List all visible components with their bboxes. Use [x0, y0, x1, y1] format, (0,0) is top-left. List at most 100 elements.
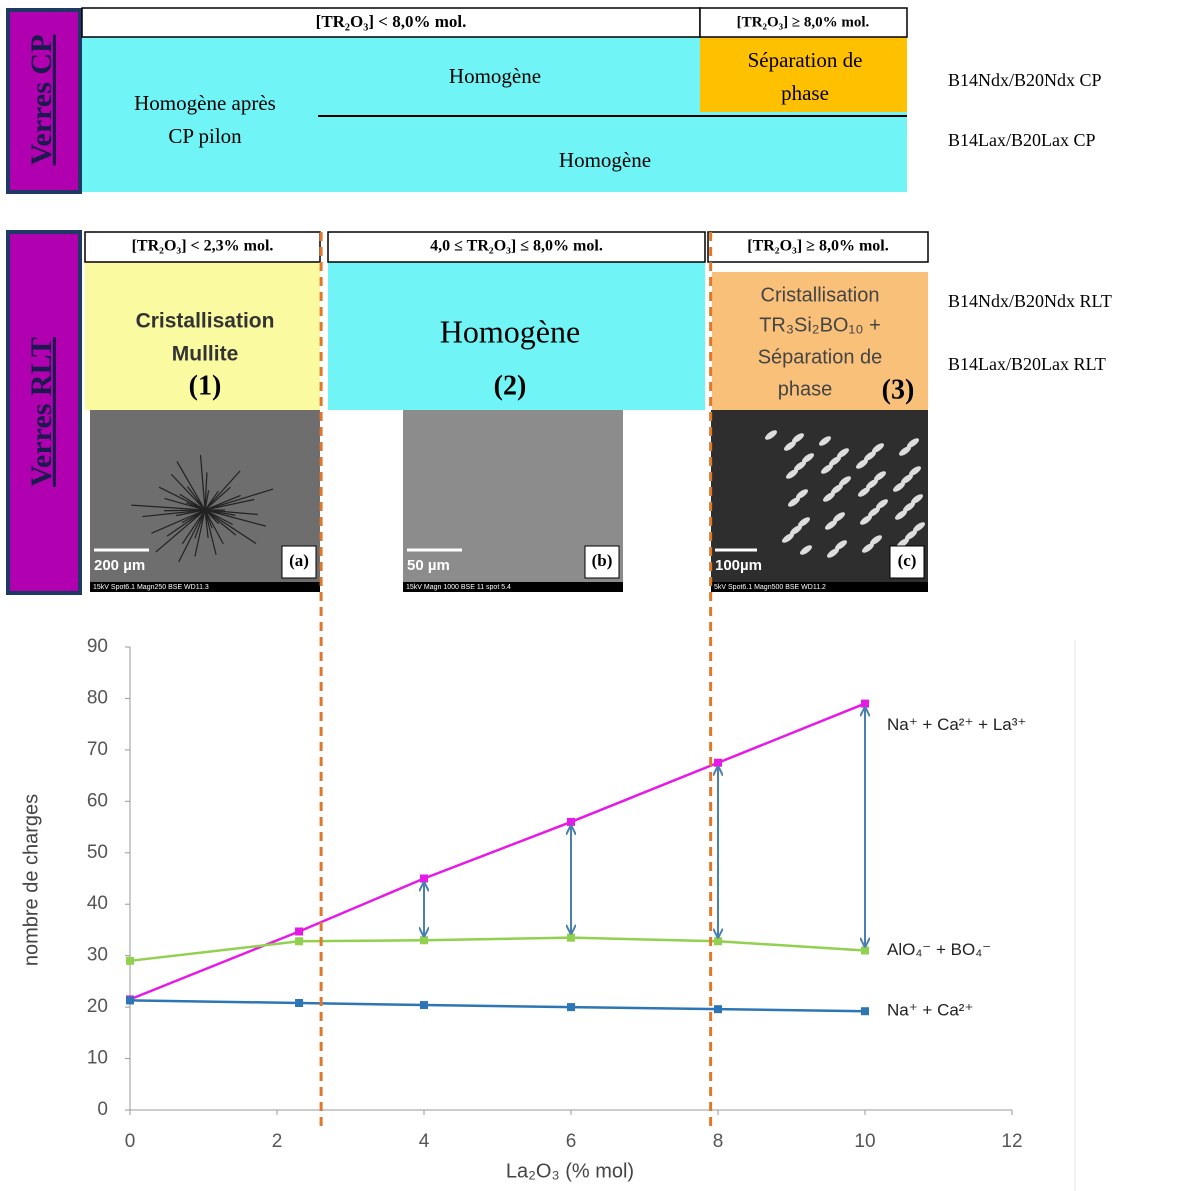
phase-blob [911, 494, 923, 504]
point [567, 1003, 575, 1012]
phase-blob [897, 538, 909, 548]
zone-text: Homogène [440, 313, 580, 349]
phase-blob [907, 438, 919, 448]
crystal [181, 509, 206, 545]
point [567, 933, 575, 942]
legend-text: B14Ndx/B20Ndx CP [948, 70, 1102, 90]
point [861, 1007, 869, 1016]
crystal [199, 454, 206, 511]
legend-text: B14Lax/B20Lax CP [948, 130, 1096, 150]
footer-strip [90, 582, 320, 592]
series-line [129, 999, 866, 1013]
phase-blob [874, 471, 886, 481]
footer-strip [711, 582, 928, 592]
crystal [204, 509, 220, 525]
phase-blob [866, 479, 878, 489]
phase-blob [858, 487, 870, 497]
series-line [129, 702, 866, 1001]
point [861, 699, 869, 708]
crystal [204, 509, 209, 538]
phase-blob [895, 510, 907, 520]
zone-text: TR₃Si₂BO₁₀ + [759, 314, 881, 336]
phase-blob [837, 448, 849, 458]
micrograph-footer: 15kV Magn 1000 BSE 11 spot 5.4 [406, 584, 511, 591]
zone-text: Mullite [172, 343, 239, 366]
y-tick-label: 50 [87, 842, 108, 863]
y-tick-label: 0 [97, 1099, 108, 1120]
series-label: Na⁺ + Ca²⁺ + La³⁺ [887, 715, 1026, 734]
crystal [204, 498, 255, 511]
y-tick-label: 20 [87, 996, 108, 1017]
crystal [170, 473, 206, 511]
zone-text: phase [778, 378, 833, 400]
point [567, 817, 575, 826]
crystal [204, 490, 210, 511]
phase-blob [839, 476, 851, 486]
series-label: AlO₄⁻ + BO₄⁻ [887, 940, 991, 959]
phase-blob [792, 433, 804, 443]
zone-text: Homogène [449, 64, 541, 88]
crystal [204, 509, 217, 555]
point [420, 1001, 428, 1010]
crystal [155, 509, 206, 553]
phase-blob [823, 492, 835, 502]
phase-blob [872, 443, 884, 453]
zone [700, 37, 907, 112]
phase-blob [821, 464, 833, 474]
point [295, 937, 304, 946]
side-box [6, 8, 82, 194]
header-box [327, 231, 706, 263]
phase-blob [794, 461, 806, 471]
phase-blob [864, 451, 876, 461]
zone-text: Cristallisation [761, 284, 880, 306]
header: [TR₂O₃] ≥ 8,0% mol. [737, 14, 870, 30]
y-axis-title: nombre de charges [20, 794, 42, 966]
phase-blob [790, 525, 802, 535]
phase-blob [862, 543, 874, 553]
phase-blob [800, 545, 812, 555]
y-tick-label: 10 [87, 1048, 108, 1069]
zone-text: Séparation de [758, 346, 883, 368]
y-tick-label: 80 [87, 687, 108, 708]
header-box [84, 231, 321, 263]
phase-blob [796, 489, 808, 499]
series-line [129, 936, 866, 963]
phase-blob [765, 430, 777, 440]
phase-blob [798, 517, 810, 527]
point [295, 998, 304, 1007]
zone [712, 272, 928, 410]
crystal [204, 509, 258, 516]
legend-text: B14Ndx/B20Ndx RLT [948, 291, 1112, 311]
phase-blob [786, 469, 798, 479]
crystal [151, 509, 206, 534]
phase-blob [782, 533, 794, 543]
phase-blob [829, 456, 841, 466]
tag-label: (b) [592, 551, 613, 570]
header: [TR₂O₃] < 2,3% mol. [132, 238, 274, 255]
phase-blob [901, 474, 913, 484]
side-box [6, 230, 82, 595]
x-tick-label: 2 [272, 1131, 283, 1152]
phase-blob [856, 459, 868, 469]
y-tick-label: 90 [87, 636, 108, 657]
tag-label: (c) [898, 551, 917, 570]
zone-number: (1) [189, 370, 222, 401]
phase-blob [860, 515, 872, 525]
phase-blob [825, 520, 837, 530]
crystal [178, 509, 206, 563]
crystal [194, 509, 206, 539]
crystal [194, 509, 206, 557]
zone [85, 262, 320, 410]
micrograph-footer: 5kV Spot6.1 Magn500 BSE WD11.2 [714, 584, 826, 591]
scale-label: 100µm [715, 557, 762, 574]
y-tick-label: 40 [87, 893, 108, 914]
phase-blob [905, 530, 917, 540]
crystal [179, 493, 206, 511]
phase-blob [868, 507, 880, 517]
zone-text: phase [781, 81, 829, 105]
tag-box [889, 545, 925, 579]
series-label: Na⁺ + Ca²⁺ [887, 1001, 973, 1020]
point [295, 927, 304, 936]
footer-strip [403, 582, 623, 592]
